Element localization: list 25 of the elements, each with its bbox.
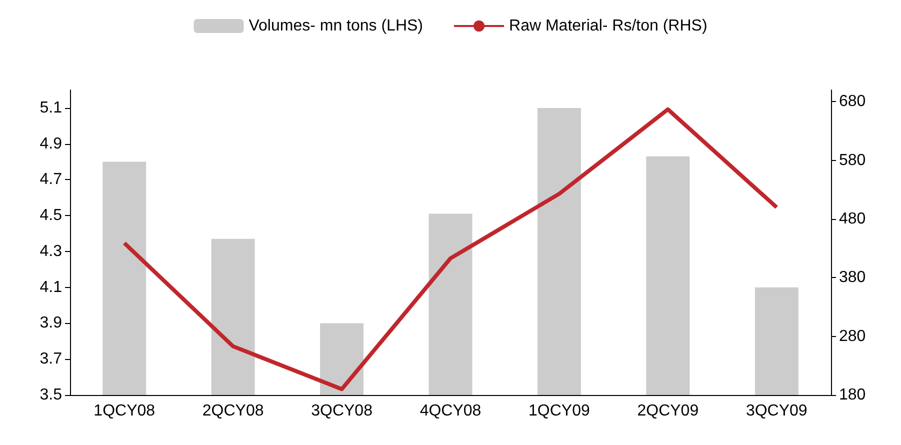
y-tick-label: 4.5 <box>40 207 62 224</box>
y2-tick-label: 180 <box>839 386 866 404</box>
x-tick-label: 3QCY08 <box>311 402 373 420</box>
x-tick-label: 1QCY08 <box>94 402 156 420</box>
x-tick-label: 1QCY09 <box>528 402 590 420</box>
legend-label: Volumes- mn tons (LHS) <box>248 18 424 34</box>
y-tick-label: 4.9 <box>40 135 62 152</box>
y2-tick-label: 380 <box>839 269 866 286</box>
y2-tick-label: 480 <box>839 210 866 228</box>
y-tick-label: 3.5 <box>40 386 62 404</box>
x-tick-label: 4QCY08 <box>420 402 482 420</box>
y-tick-label: 3.9 <box>40 314 62 332</box>
y-tick-label: 4.3 <box>40 242 62 260</box>
x-tick-label: 2QCY08 <box>202 402 264 420</box>
y2-tick-label: 680 <box>839 93 866 110</box>
line-series <box>122 107 779 392</box>
y-tick-label: 4.1 <box>40 278 62 296</box>
y2-tick-label: 280 <box>839 328 866 345</box>
y-tick-label: 3.7 <box>40 350 62 368</box>
y-tick-label: 4.7 <box>40 171 62 188</box>
y-tick-label: 5.1 <box>40 99 62 116</box>
y2-tick-label: 580 <box>839 152 866 169</box>
x-tick-label: 2QCY09 <box>637 402 699 420</box>
x-tick-label: 3QCY09 <box>746 402 808 420</box>
legend-label: Raw Material- Rs/ton (RHS) <box>509 18 708 34</box>
